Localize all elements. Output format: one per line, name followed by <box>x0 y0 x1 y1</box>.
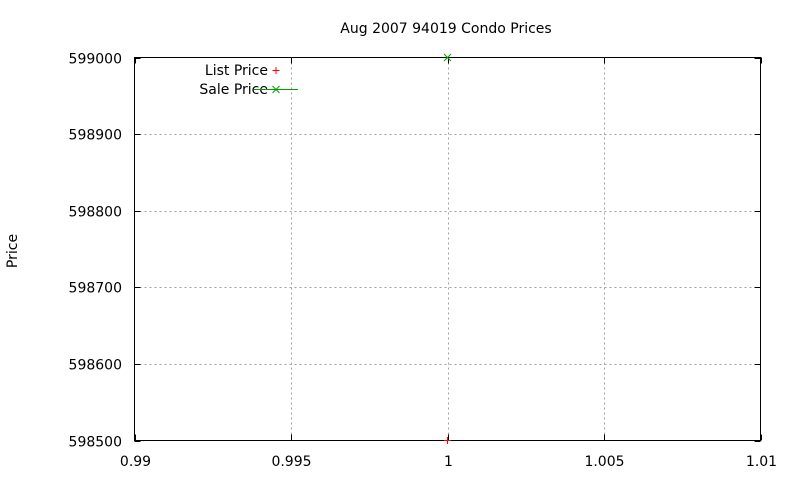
x-tick-label: 0.99 <box>120 454 151 470</box>
tick-labels: 0.99 0.995 1 1.005 1.01 598500 598600 598700 598… <box>69 52 778 471</box>
data-point-list-price <box>444 437 451 444</box>
x-tick-label: 0.995 <box>271 454 311 470</box>
x-tick-label: 1.01 <box>746 454 777 470</box>
y-tick-label: 598500 <box>69 435 122 451</box>
legend-symbol-list-price <box>272 67 280 74</box>
y-axis-label: Price <box>5 234 21 268</box>
legend-marker-sale-price <box>272 85 280 94</box>
chart-title: Aug 2007 94019 Condo Prices <box>340 21 551 37</box>
legend-label-list-price: List Price <box>205 63 268 79</box>
x-tick-label: 1.005 <box>584 454 624 470</box>
legend: List Price Sale Price <box>199 63 298 98</box>
x-tick-label: 1 <box>444 454 453 470</box>
y-tick-label: 598800 <box>69 205 122 221</box>
y-tick-label: 599000 <box>69 52 122 68</box>
legend-label-sale-price: Sale Price <box>199 82 268 98</box>
data-point-sale-price <box>443 53 452 62</box>
plot-frame <box>134 57 761 441</box>
y-tick-label: 598600 <box>69 358 122 374</box>
legend-symbol-sale-price <box>254 85 298 94</box>
y-tick-label: 598900 <box>69 128 122 144</box>
legend-marker-list-price <box>272 67 280 74</box>
axis-ticks <box>134 57 762 442</box>
data-points <box>443 53 452 444</box>
grid-lines <box>134 57 761 441</box>
y-tick-label: 598700 <box>69 281 122 297</box>
